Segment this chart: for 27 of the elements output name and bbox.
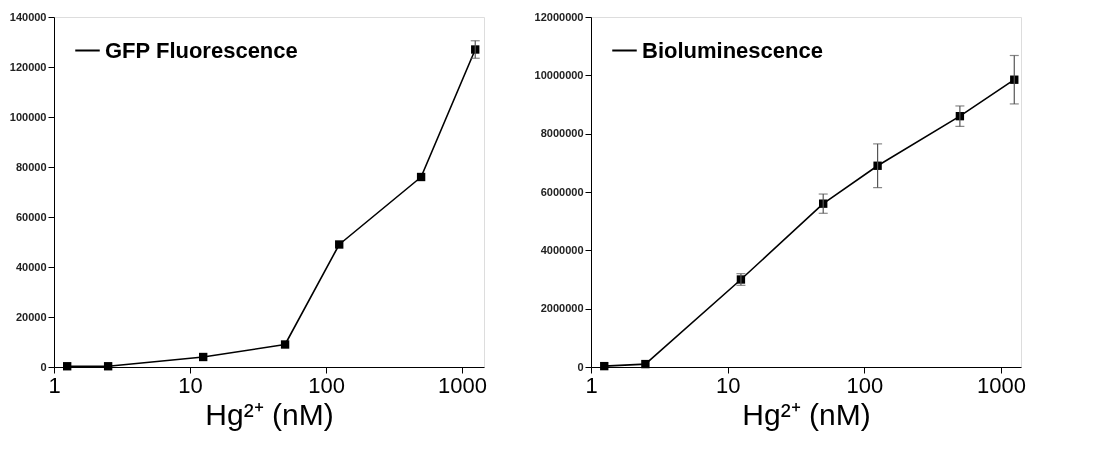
y-tick-label: 4000000 [540, 243, 584, 256]
legend-label: Bioluminescence [642, 37, 823, 63]
y-tick-label: 140000 [9, 10, 47, 23]
legend-label: GFP Fluorescence [105, 37, 298, 63]
y-tick-label: 100000 [9, 110, 47, 123]
x-tick-label: 1000 [438, 372, 488, 398]
y-tick-label: 6000000 [540, 185, 584, 198]
y-tick-label: 2000000 [540, 302, 584, 315]
y-tick-label: 0 [40, 360, 47, 373]
y-tick-label: 120000 [9, 60, 47, 73]
x-tick-label: 10 [178, 372, 203, 398]
y-tick-label: 10000000 [534, 68, 584, 81]
y-tick-label: 0 [577, 360, 584, 373]
x-axis-title: Hg²⁺ (nM) [742, 397, 871, 431]
y-tick-label: 80000 [15, 160, 47, 173]
y-tick-label: 60000 [15, 210, 47, 223]
y-tick-label: 40000 [15, 260, 47, 273]
x-axis-title: Hg²⁺ (nM) [205, 397, 334, 431]
x-tick-label: 100 [308, 372, 345, 398]
x-tick-label: 10 [715, 372, 741, 398]
y-tick-label: 20000 [15, 310, 47, 323]
x-tick-label: 100 [846, 372, 884, 398]
x-tick-label: 1 [585, 372, 598, 398]
y-tick-label: 8000000 [540, 127, 584, 140]
x-tick-label: 1000 [977, 372, 1026, 398]
y-tick-label: 12000000 [534, 10, 584, 23]
x-tick-label: 1 [48, 372, 61, 398]
